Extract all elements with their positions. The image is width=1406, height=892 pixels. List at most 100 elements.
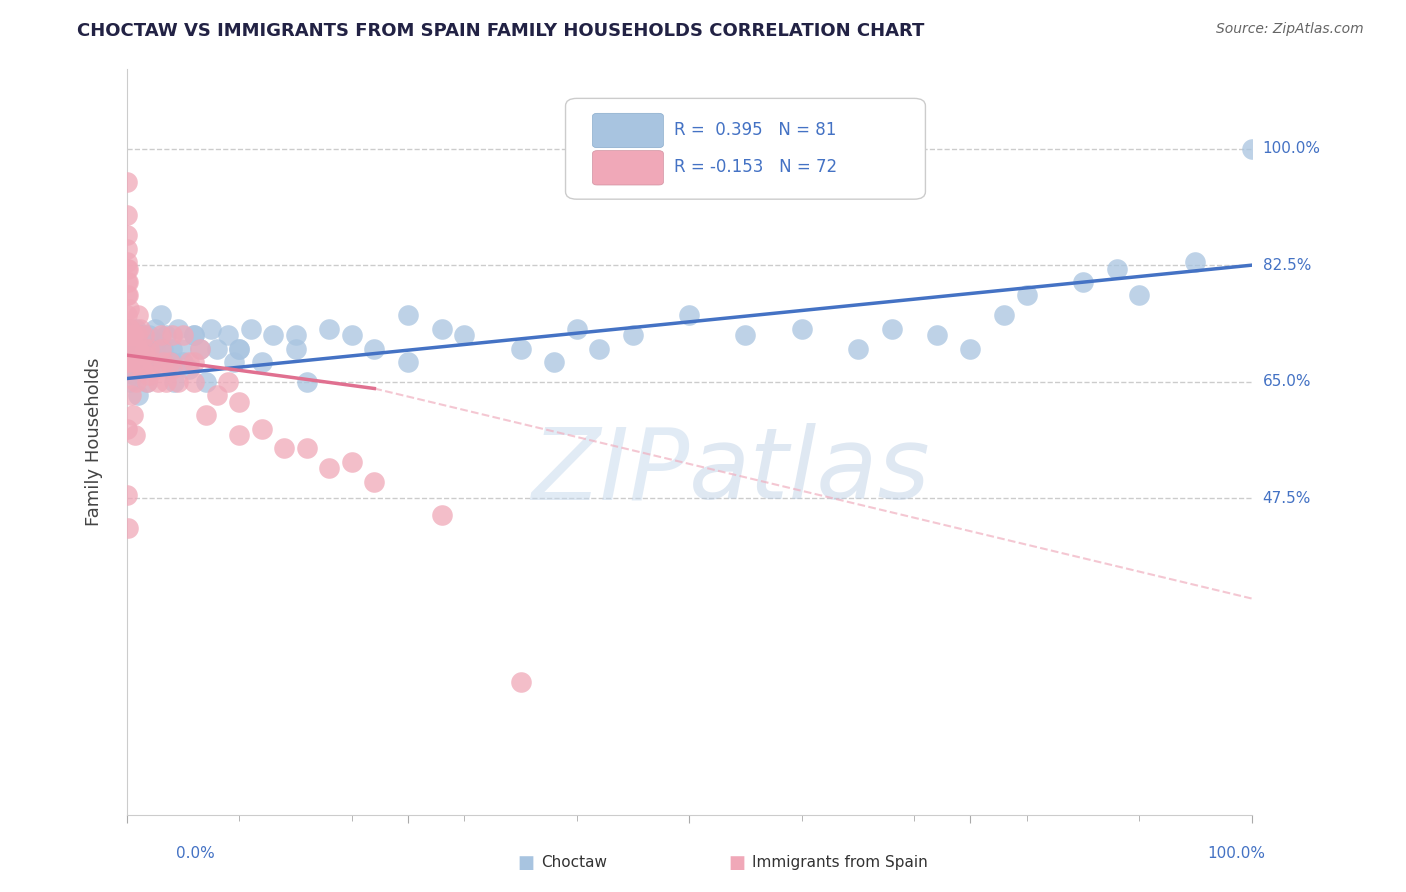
- Point: [160, 328, 183, 343]
- Point: [205, 388, 228, 402]
- Point: [273, 442, 295, 456]
- Point: [228, 342, 250, 356]
- Point: [120, 334, 142, 349]
- Point: [160, 355, 183, 369]
- Point: [134, 342, 156, 356]
- Point: [284, 342, 307, 356]
- Point: [125, 328, 148, 343]
- Point: [170, 342, 193, 356]
- Point: [734, 328, 756, 343]
- Point: [430, 321, 453, 335]
- Point: [149, 328, 172, 343]
- Text: 100.0%: 100.0%: [1208, 846, 1265, 861]
- Point: [543, 355, 565, 369]
- Point: [117, 288, 139, 302]
- Point: [163, 375, 186, 389]
- Point: [152, 355, 174, 369]
- Point: [183, 355, 205, 369]
- Point: [166, 375, 188, 389]
- Point: [925, 328, 948, 343]
- Text: R =  0.395   N = 81: R = 0.395 N = 81: [673, 120, 837, 139]
- Text: Choctaw: Choctaw: [541, 855, 607, 870]
- Point: [115, 275, 138, 289]
- Point: [124, 355, 146, 369]
- Text: 82.5%: 82.5%: [1263, 258, 1310, 273]
- Point: [149, 308, 172, 322]
- Point: [1128, 288, 1150, 302]
- Point: [148, 375, 170, 389]
- Point: [143, 361, 166, 376]
- Point: [155, 375, 177, 389]
- Point: [143, 321, 166, 335]
- Point: [183, 328, 205, 343]
- Point: [1071, 275, 1094, 289]
- Point: [217, 328, 239, 343]
- Point: [122, 342, 145, 356]
- Point: [453, 328, 475, 343]
- Point: [121, 342, 143, 356]
- Point: [127, 342, 149, 356]
- Point: [678, 308, 700, 322]
- Point: [115, 242, 138, 256]
- Point: [120, 321, 142, 335]
- Point: [188, 342, 211, 356]
- Point: [136, 375, 159, 389]
- Text: atlas: atlas: [689, 423, 931, 520]
- Point: [363, 342, 385, 356]
- Point: [262, 328, 284, 343]
- Point: [222, 355, 245, 369]
- Point: [160, 342, 183, 356]
- Point: [115, 228, 138, 243]
- Point: [200, 321, 222, 335]
- Point: [132, 355, 155, 369]
- Point: [120, 361, 142, 376]
- Point: [132, 348, 155, 362]
- Point: [129, 328, 152, 343]
- Point: [188, 342, 211, 356]
- Point: [120, 361, 142, 376]
- Point: [509, 674, 531, 689]
- Point: [159, 355, 181, 369]
- Point: [117, 275, 139, 289]
- Point: [363, 475, 385, 489]
- FancyBboxPatch shape: [592, 113, 664, 148]
- Point: [194, 408, 217, 422]
- Text: ■: ■: [728, 854, 745, 871]
- Point: [117, 261, 139, 276]
- Text: 100.0%: 100.0%: [1263, 141, 1320, 156]
- Point: [621, 328, 644, 343]
- Point: [166, 321, 188, 335]
- Point: [183, 375, 205, 389]
- Point: [120, 321, 142, 335]
- Point: [120, 375, 142, 389]
- Point: [131, 328, 153, 343]
- Point: [205, 342, 228, 356]
- Point: [588, 342, 610, 356]
- Point: [117, 342, 139, 356]
- Text: 47.5%: 47.5%: [1263, 491, 1310, 506]
- Point: [115, 208, 138, 222]
- Point: [115, 421, 138, 435]
- Point: [250, 421, 273, 435]
- Point: [129, 321, 152, 335]
- Point: [115, 328, 138, 343]
- Text: ZIP: ZIP: [531, 423, 689, 520]
- Point: [284, 328, 307, 343]
- Point: [159, 355, 181, 369]
- Point: [138, 342, 160, 356]
- Point: [1015, 288, 1038, 302]
- Point: [152, 342, 174, 356]
- Point: [295, 375, 318, 389]
- Point: [177, 355, 200, 369]
- Point: [124, 428, 146, 442]
- Text: 0.0%: 0.0%: [176, 846, 215, 861]
- Text: 65.0%: 65.0%: [1263, 375, 1312, 389]
- Point: [217, 375, 239, 389]
- Point: [141, 355, 163, 369]
- Point: [430, 508, 453, 523]
- Point: [125, 355, 148, 369]
- Point: [250, 355, 273, 369]
- Point: [1184, 255, 1206, 269]
- Point: [138, 328, 160, 343]
- Point: [295, 442, 318, 456]
